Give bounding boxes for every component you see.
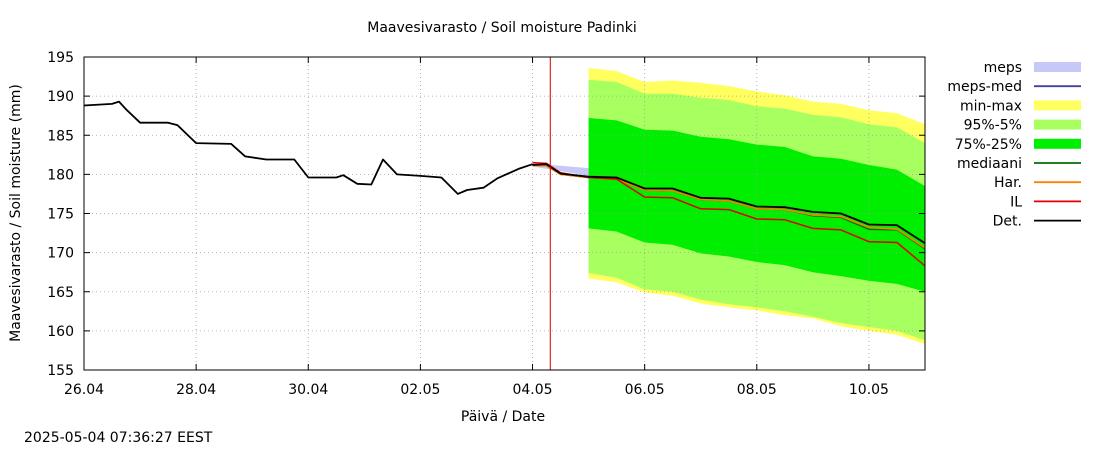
x-tick-label: 30.04 xyxy=(288,382,328,398)
y-tick-label: 155 xyxy=(47,363,74,379)
y-tick-label: 185 xyxy=(47,128,74,144)
y-tick-label: 180 xyxy=(47,167,74,183)
legend-label: Det. xyxy=(993,214,1022,230)
x-axis-label: Päivä / Date xyxy=(461,409,545,425)
legend-label: 95%-5% xyxy=(964,118,1022,134)
y-tick-label: 175 xyxy=(47,207,74,223)
y-axis-ticks: 155 160 165 170 175 180 185 190 195 xyxy=(47,50,925,379)
legend-label: 75%-25% xyxy=(955,137,1022,153)
x-tick-label: 02.05 xyxy=(400,382,440,398)
legend-label: Har. xyxy=(994,175,1022,191)
x-tick-label: 08.05 xyxy=(737,382,777,398)
legend-swatch xyxy=(1034,62,1081,72)
y-axis-label: Maavesivarasto / Soil moisture (mm) xyxy=(8,84,24,342)
x-tick-label: 04.05 xyxy=(512,382,552,398)
legend-swatch xyxy=(1034,119,1081,130)
legend-label: meps-med xyxy=(947,79,1022,95)
forecast-bands xyxy=(532,68,925,345)
x-tick-label: 26.04 xyxy=(64,382,104,398)
y-tick-label: 195 xyxy=(47,50,74,66)
legend-swatch xyxy=(1034,138,1081,149)
legend: meps meps-med min-max 95%-5% 75%-25% mediaani… xyxy=(947,60,1081,230)
x-tick-label: 10.05 xyxy=(849,382,889,398)
det-line xyxy=(532,163,926,244)
chart-title: Maavesivarasto / Soil moisture Padinki xyxy=(367,20,636,36)
y-tick-label: 165 xyxy=(47,285,74,301)
observed-line xyxy=(83,100,533,195)
y-tick-label: 160 xyxy=(47,324,74,340)
legend-label: meps xyxy=(984,60,1022,76)
timestamp: 2025-05-04 07:36:27 EEST xyxy=(24,430,213,446)
legend-label: min-max xyxy=(960,98,1022,114)
x-tick-label: 06.05 xyxy=(625,382,665,398)
legend-label: mediaani xyxy=(957,156,1022,172)
p75-p25-band xyxy=(588,118,925,292)
x-tick-label: 28.04 xyxy=(176,382,216,398)
series-lines xyxy=(83,57,926,370)
x-axis-ticks: 26.04 28.04 30.04 02.05 04.05 06.05 08.05 10.05 xyxy=(64,57,889,398)
y-tick-label: 190 xyxy=(47,89,74,105)
y-tick-label: 170 xyxy=(47,246,74,262)
legend-swatch xyxy=(1034,100,1081,111)
legend-label: IL xyxy=(1010,194,1022,210)
